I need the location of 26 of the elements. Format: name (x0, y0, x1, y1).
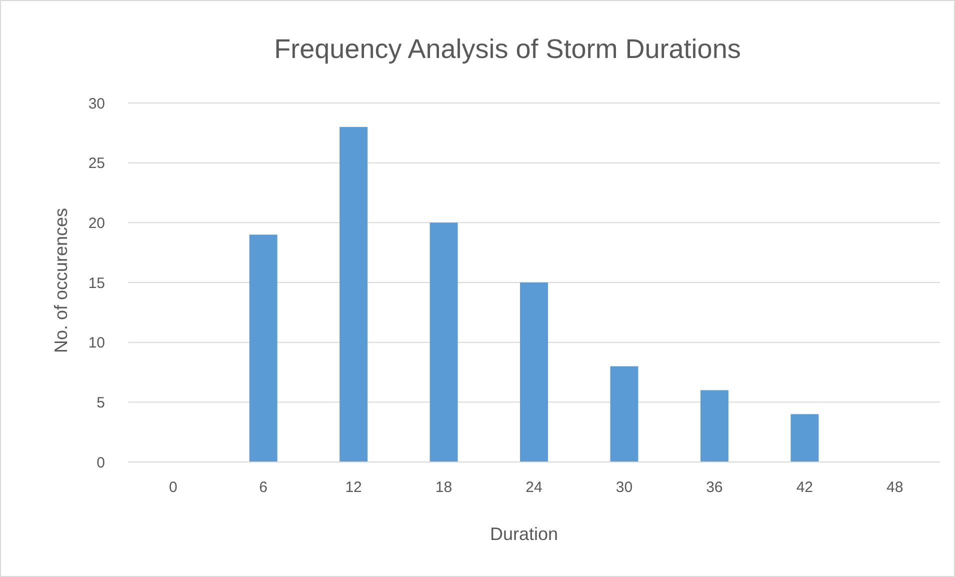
bar (249, 234, 278, 462)
y-tick-label: 5 (96, 394, 105, 412)
x-tick-label: 42 (796, 479, 814, 496)
x-tick-label: 18 (435, 479, 452, 496)
y-tick-label: 20 (88, 214, 105, 232)
y-tick-label: 0 (96, 454, 105, 472)
y-tick-label: 15 (88, 274, 105, 292)
y-axis-title: No. of occurences (51, 208, 71, 354)
y-tick-label: 30 (88, 95, 105, 112)
x-tick-label: 6 (259, 479, 268, 496)
bar (430, 222, 458, 462)
x-tick-label: 36 (706, 479, 723, 496)
bar (340, 126, 368, 462)
x-tick-label: 30 (616, 479, 633, 496)
x-tick-label: 12 (345, 479, 362, 496)
bar (790, 414, 819, 462)
x-tick-label: 0 (168, 479, 178, 496)
chart-title: Frequency Analysis of Storm Durations (274, 34, 741, 64)
x-tick-label: 48 (886, 479, 904, 496)
x-tick-label: 24 (526, 479, 542, 496)
x-axis-title: Duration (490, 524, 558, 544)
bar (610, 366, 638, 462)
y-tick-label: 25 (88, 155, 105, 172)
bar (520, 282, 548, 462)
bar (700, 390, 728, 462)
y-tick-label: 10 (88, 334, 105, 352)
